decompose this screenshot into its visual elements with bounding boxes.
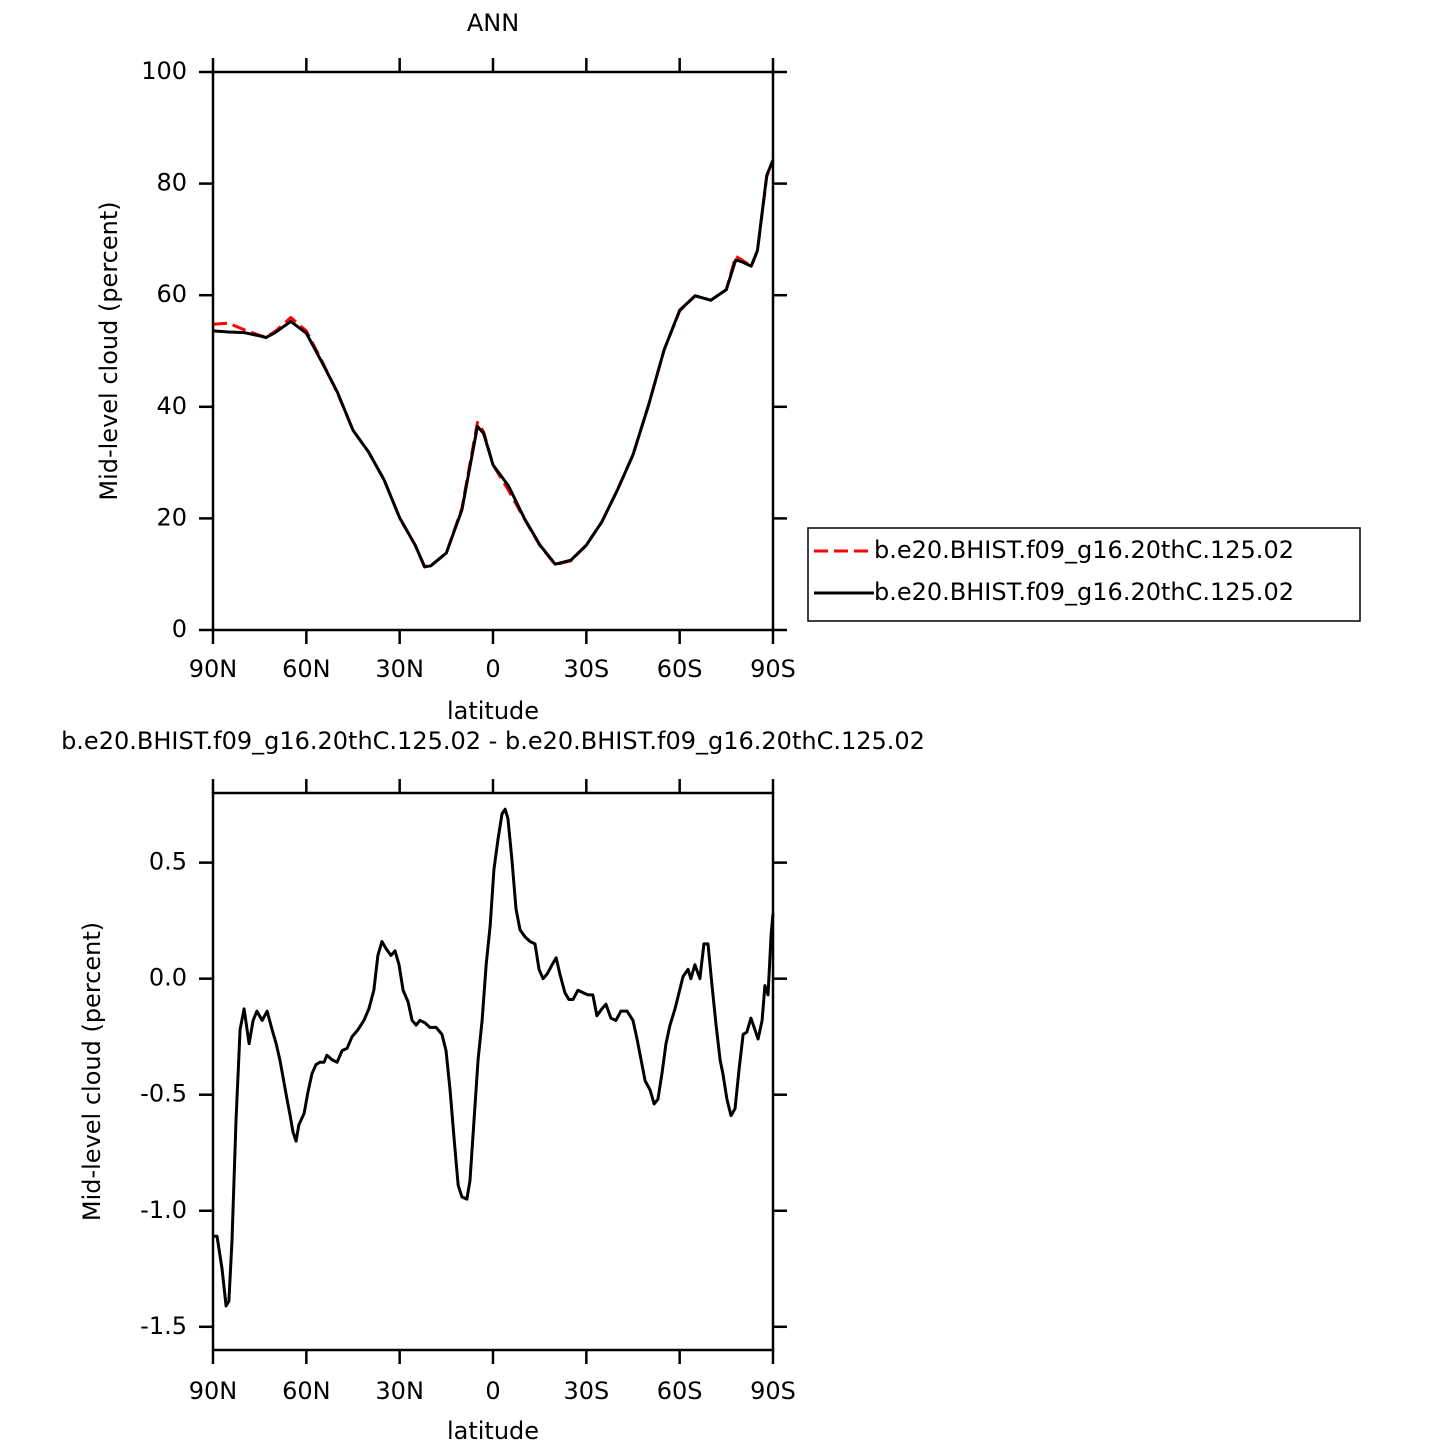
y-tick-label: -0.5: [140, 1080, 187, 1108]
y-tick-label: 60: [156, 280, 187, 308]
y-tick-label: 80: [156, 169, 187, 197]
y-tick-label: 0.5: [149, 848, 187, 876]
y-tick-label: 20: [156, 503, 187, 531]
legend-label: b.e20.BHIST.f09_g16.20thC.125.02: [874, 578, 1294, 606]
x-tick-label: 0: [485, 655, 500, 683]
y-tick-label: 40: [156, 392, 187, 420]
x-tick-label: 30N: [375, 655, 424, 683]
y-tick-label: -1.5: [140, 1312, 187, 1340]
x-tick-label: 90S: [750, 1377, 796, 1405]
legend-box: [807, 527, 1361, 622]
x-tick-label: 60S: [657, 1377, 703, 1405]
data-line: [213, 807, 775, 1308]
x-tick-label: 30N: [375, 1377, 424, 1405]
x-tick-label: 30S: [563, 655, 609, 683]
legend-label: b.e20.BHIST.f09_g16.20thC.125.02: [874, 536, 1294, 564]
plot-frame: [211, 70, 775, 632]
plot-frame: [211, 791, 775, 1352]
chart-title: b.e20.BHIST.f09_g16.20thC.125.02 - b.e20…: [61, 727, 925, 755]
x-tick-label: 30S: [563, 1377, 609, 1405]
y-axis-label: Mid-level cloud (percent): [78, 922, 106, 1221]
y-tick-label: 0: [172, 615, 187, 643]
x-tick-label: 90S: [750, 655, 796, 683]
x-tick-label: 60N: [282, 1377, 331, 1405]
data-line: [212, 159, 775, 568]
y-tick-label: -1.0: [140, 1196, 187, 1224]
x-axis-label: latitude: [447, 697, 539, 725]
x-tick-label: 60N: [282, 655, 331, 683]
y-axis-label: Mid-level cloud (percent): [95, 201, 123, 500]
x-tick-label: 90N: [189, 1377, 238, 1405]
y-tick-label: 0.0: [149, 964, 187, 992]
x-tick-label: 0: [485, 1377, 500, 1405]
data-line: [212, 159, 775, 569]
x-axis-label: latitude: [447, 1417, 539, 1445]
y-tick-label: 100: [141, 57, 187, 85]
chart-title: ANN: [467, 9, 519, 37]
x-tick-label: 90N: [189, 655, 238, 683]
x-tick-label: 60S: [657, 655, 703, 683]
